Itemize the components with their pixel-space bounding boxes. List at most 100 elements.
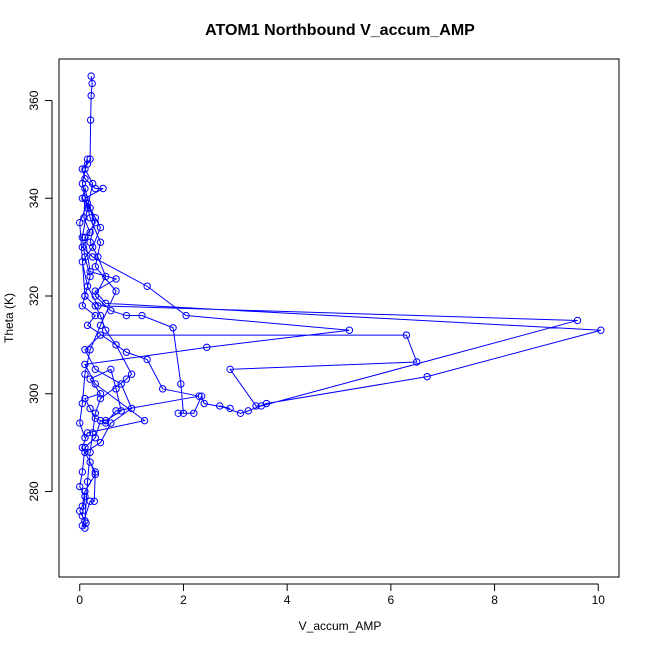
data-point: [96, 321, 105, 330]
data-point: [413, 358, 421, 366]
data-point: [78, 194, 87, 202]
data-point: [83, 199, 92, 207]
data-point: [81, 346, 89, 354]
data-point: [91, 365, 100, 374]
data-point: [112, 341, 120, 349]
data-point: [573, 316, 582, 325]
data-point: [91, 292, 100, 300]
plot-frame: [58, 58, 620, 578]
y-tick-label: 360: [27, 90, 41, 110]
data-point: [83, 204, 92, 212]
data-point: [91, 214, 100, 222]
y-tick-label: 300: [27, 383, 41, 403]
data-point: [96, 223, 105, 232]
x-tick-label: 2: [180, 593, 187, 607]
data-point: [81, 360, 89, 369]
data-point: [81, 165, 89, 173]
data-point: [107, 306, 115, 315]
data-point: [76, 482, 84, 491]
data-point: [91, 219, 100, 227]
data-point: [112, 275, 120, 283]
data-point: [78, 468, 87, 476]
data-point: [86, 214, 94, 222]
data-point: [94, 302, 102, 310]
data-point: [99, 184, 107, 193]
data-point: [101, 326, 110, 334]
data-point: [81, 517, 89, 525]
data-point: [127, 404, 136, 413]
data-point: [96, 438, 105, 447]
series-layer: [76, 72, 605, 532]
data-point: [91, 380, 100, 388]
data-point: [107, 365, 115, 374]
data-point: [83, 478, 92, 486]
data-point: [122, 311, 131, 320]
data-point: [88, 79, 96, 88]
data-point: [143, 282, 151, 290]
data-point: [86, 404, 94, 413]
data-point: [96, 394, 105, 403]
data-point: [91, 262, 100, 271]
y-tick-label: 340: [27, 188, 41, 208]
data-point: [89, 179, 97, 188]
data-point: [174, 409, 182, 417]
y-axis: 280 300 320 340 360: [27, 90, 53, 501]
data-point: [81, 233, 89, 242]
data-point: [182, 311, 190, 320]
data-point: [226, 404, 234, 413]
data-point: [86, 458, 94, 466]
chart-title: ATOM1 Northbound V_accum_AMP: [205, 22, 475, 39]
data-point: [81, 492, 89, 501]
data-point: [86, 375, 94, 383]
x-tick-label: 10: [592, 593, 606, 607]
data-point: [101, 416, 110, 425]
data-point: [81, 443, 89, 452]
data-point: [86, 238, 94, 246]
data-point: [122, 348, 131, 356]
data-point: [89, 253, 97, 261]
data-point: [87, 91, 95, 100]
data-point: [96, 390, 105, 398]
data-point: [81, 434, 89, 442]
data-point: [78, 179, 87, 188]
data-point: [216, 402, 224, 410]
data-point: [197, 392, 206, 400]
data-point: [81, 524, 89, 532]
data-point: [76, 419, 84, 427]
data-point: [81, 448, 89, 457]
x-tick-label: 4: [284, 593, 291, 607]
data-point: [423, 372, 431, 381]
data-point: [112, 385, 120, 393]
x-axis-label: V_accum_AMP: [299, 619, 382, 633]
data-point: [597, 326, 605, 334]
data-point: [117, 380, 125, 388]
data-point: [94, 253, 102, 261]
data-point: [96, 331, 105, 339]
x-tick-label: 8: [491, 593, 498, 607]
data-point: [190, 409, 198, 417]
data-point: [86, 272, 94, 281]
data-point: [78, 165, 87, 173]
data-point: [200, 399, 208, 408]
data-point: [101, 299, 110, 308]
data-point: [86, 116, 95, 124]
data-point: [203, 343, 211, 352]
data-point: [78, 399, 87, 408]
data-point: [112, 287, 120, 295]
data-point: [86, 346, 94, 354]
data-point: [81, 370, 89, 378]
data-point: [83, 282, 92, 290]
x-tick-label: 6: [388, 593, 395, 607]
y-tick-label: 280: [27, 481, 41, 501]
data-point: [86, 267, 94, 276]
data-point: [83, 155, 92, 163]
data-point: [345, 326, 354, 334]
data-point: [159, 385, 167, 393]
data-point: [91, 302, 100, 310]
data-point: [91, 311, 100, 320]
x-axis: 0 2 4 6 8 10: [76, 583, 606, 607]
y-axis-label: Theta (K): [2, 293, 16, 343]
data-point: [96, 311, 105, 320]
